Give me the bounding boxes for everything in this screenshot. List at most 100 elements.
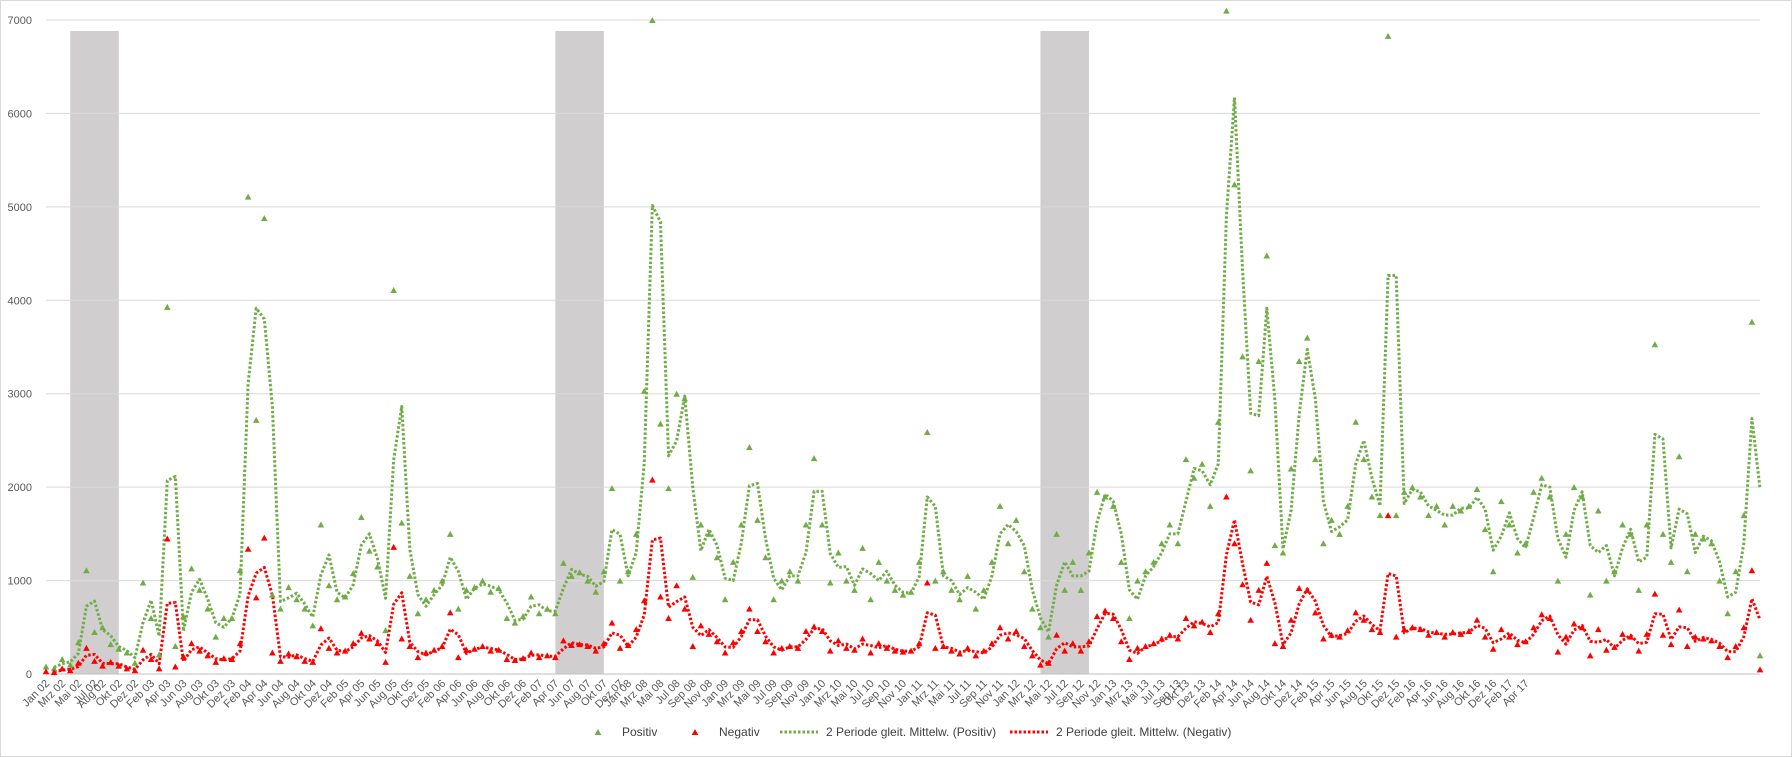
y-tick-label: 6000 bbox=[8, 108, 32, 120]
positiv-point bbox=[1740, 512, 1748, 519]
positiv-point bbox=[1077, 586, 1085, 593]
shaded-periods bbox=[70, 31, 1089, 674]
positiv-point bbox=[471, 584, 478, 591]
positiv-point bbox=[455, 605, 462, 612]
negativ-point bbox=[269, 649, 276, 656]
negativ-point bbox=[1352, 609, 1360, 616]
positiv-point bbox=[495, 585, 503, 592]
negativ-point bbox=[1255, 586, 1263, 593]
positiv-point bbox=[1651, 341, 1659, 348]
positiv-point bbox=[75, 639, 82, 646]
positiv-point bbox=[770, 596, 777, 603]
positiv-point bbox=[58, 656, 66, 663]
positiv-point bbox=[1627, 530, 1634, 537]
negativ-point bbox=[996, 624, 1004, 631]
negativ-point bbox=[301, 657, 309, 664]
positiv-point bbox=[923, 429, 931, 436]
positiv-point bbox=[519, 613, 527, 620]
positiv-point bbox=[1085, 549, 1093, 556]
positiv-point bbox=[1425, 512, 1432, 519]
negativ-point bbox=[552, 654, 559, 661]
negativ-point bbox=[1312, 609, 1319, 616]
negativ-point bbox=[746, 605, 753, 612]
positiv-point bbox=[131, 659, 139, 666]
positiv-point bbox=[560, 559, 567, 566]
positiv-point bbox=[843, 577, 850, 584]
positiv-point bbox=[762, 554, 769, 561]
negativ-point bbox=[163, 535, 171, 542]
negativ-point bbox=[1409, 624, 1416, 631]
negativ-point bbox=[1384, 512, 1392, 519]
negativ-point bbox=[867, 649, 874, 656]
negativ-point bbox=[624, 642, 632, 649]
negativ-point bbox=[1336, 633, 1343, 640]
positiv-point bbox=[382, 627, 389, 634]
negativ-point bbox=[923, 579, 931, 586]
positiv-point bbox=[1409, 484, 1416, 491]
negativ-point bbox=[366, 635, 373, 642]
negativ-point bbox=[1481, 633, 1489, 640]
positiv-point bbox=[398, 519, 406, 526]
positiv-point bbox=[899, 591, 907, 598]
positiv-point bbox=[463, 586, 470, 593]
negativ-point bbox=[1400, 626, 1408, 633]
negativ-point bbox=[738, 628, 745, 635]
positiv-point bbox=[1344, 502, 1351, 509]
negativ-point bbox=[1239, 581, 1246, 588]
negativ-point bbox=[883, 644, 891, 651]
negativ-point bbox=[1554, 648, 1562, 655]
negativ-point bbox=[1328, 631, 1335, 638]
positiv-point bbox=[543, 605, 551, 612]
positiv-point bbox=[818, 521, 826, 528]
positiv-point bbox=[1578, 493, 1586, 500]
positiv-point bbox=[1231, 181, 1238, 188]
negativ-point bbox=[511, 656, 519, 663]
negativ-point bbox=[705, 630, 713, 637]
positiv-point bbox=[172, 642, 179, 649]
negativ-point bbox=[1303, 586, 1311, 593]
y-axis-ticks: 0 1000 2000 3000 4000 5000 6000 7000 bbox=[8, 15, 32, 681]
positiv-point bbox=[163, 303, 171, 310]
negativ-point bbox=[1667, 641, 1675, 648]
positiv-point bbox=[341, 593, 349, 600]
positiv-point bbox=[1328, 516, 1335, 523]
negativ-point bbox=[479, 642, 486, 649]
negativ-point bbox=[1077, 647, 1085, 654]
positiv-point bbox=[139, 579, 147, 586]
positiv-point bbox=[1530, 488, 1537, 495]
negativ-point bbox=[1732, 642, 1740, 649]
negativ-point bbox=[1012, 628, 1020, 635]
negativ-point bbox=[1489, 645, 1497, 652]
negativ-point bbox=[770, 649, 777, 656]
y-tick-label: 5000 bbox=[8, 202, 32, 214]
negativ-point bbox=[212, 658, 220, 665]
positiv-point bbox=[1303, 334, 1311, 341]
negativ-point bbox=[83, 644, 90, 651]
positiv-point bbox=[681, 395, 689, 402]
negativ-point bbox=[915, 640, 923, 647]
negativ-point bbox=[463, 646, 470, 653]
positiv-point bbox=[358, 514, 365, 521]
positiv-point bbox=[932, 577, 939, 584]
negativ-point bbox=[1037, 661, 1044, 668]
positiv-point bbox=[1457, 507, 1465, 514]
positiv-point bbox=[1134, 577, 1141, 584]
positiv-point bbox=[285, 584, 292, 591]
positiv-point bbox=[746, 443, 753, 450]
negativ-point bbox=[1190, 622, 1198, 629]
positiv-point bbox=[1635, 586, 1643, 593]
positiv-point bbox=[1562, 530, 1570, 537]
negativ-point bbox=[1158, 635, 1166, 642]
negativ-point bbox=[1101, 607, 1109, 614]
positiv-point bbox=[713, 554, 721, 561]
positiv-point bbox=[697, 521, 705, 528]
negativ-point bbox=[123, 665, 131, 672]
positiv-point bbox=[1683, 568, 1691, 575]
negativ-point bbox=[382, 658, 389, 665]
negativ-point bbox=[972, 652, 980, 659]
negativ-point bbox=[180, 653, 187, 660]
positiv-point bbox=[325, 582, 333, 589]
positiv-point bbox=[1352, 418, 1360, 425]
negativ-point bbox=[1117, 638, 1125, 645]
positiv-point bbox=[1360, 456, 1368, 463]
